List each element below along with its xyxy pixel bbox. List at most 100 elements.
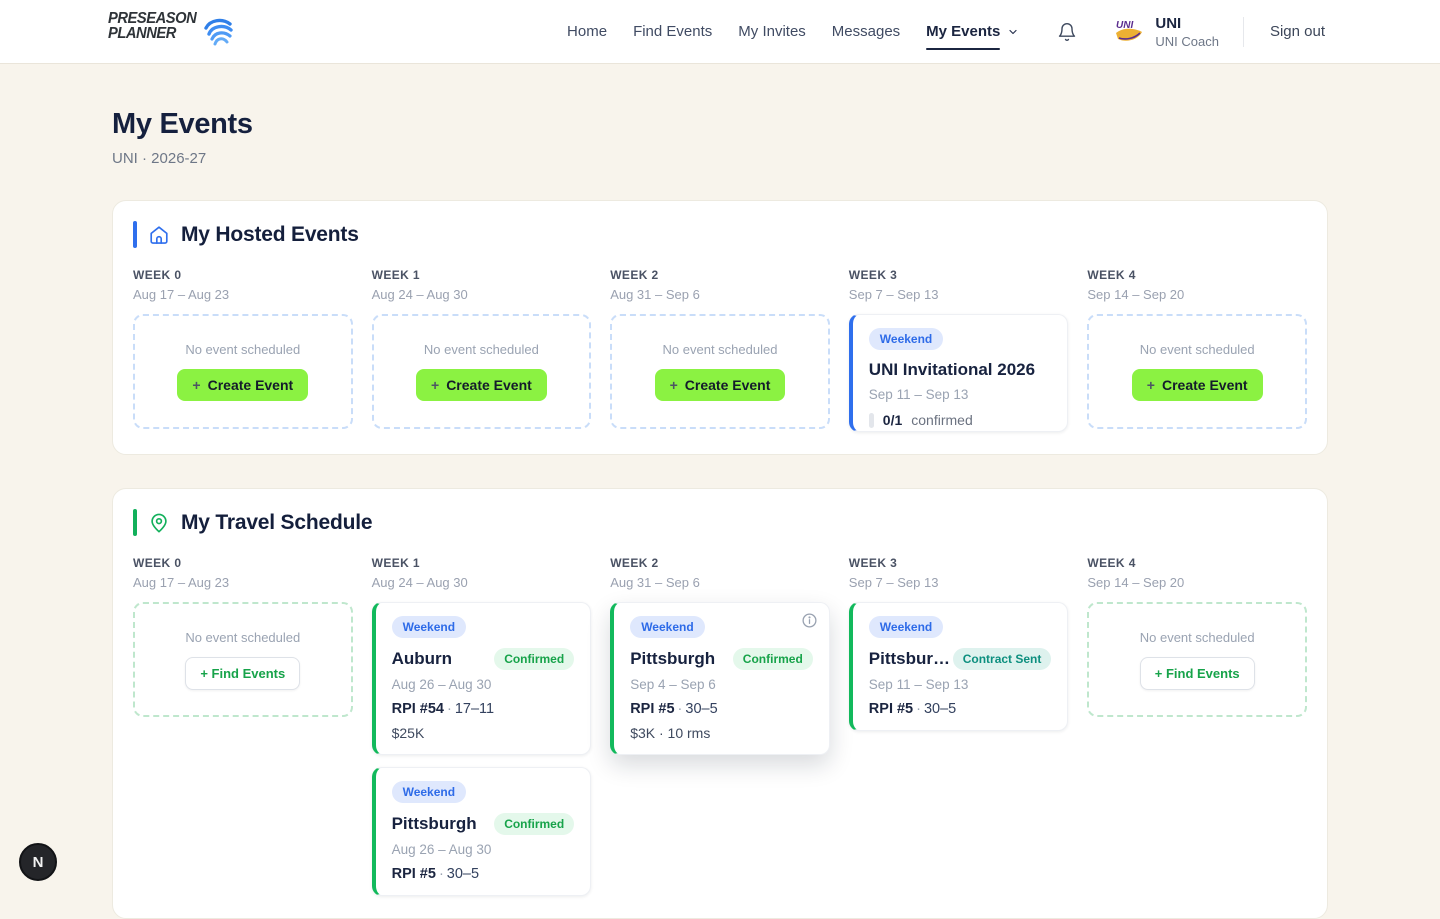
floating-n-widget-button[interactable]: N bbox=[19, 843, 57, 881]
create-event-button[interactable]: + Create Event bbox=[1131, 369, 1263, 401]
brand-logo[interactable]: PRESEASON PLANNER bbox=[108, 10, 234, 52]
empty-slot: No event scheduled + Create Event bbox=[1087, 314, 1307, 429]
brand-line2: PLANNER bbox=[108, 25, 176, 43]
week-label: WEEK 0 bbox=[133, 556, 182, 570]
plus-icon: + bbox=[669, 377, 678, 393]
rpi-rank: RPI #5 bbox=[868, 701, 914, 717]
plus-icon: + bbox=[192, 377, 201, 393]
brand-line1: PRESEASON bbox=[108, 10, 197, 27]
user-meta: UNI UNI Coach bbox=[1155, 15, 1219, 49]
travel-event-card-auburn[interactable]: Weekend Auburn Confirmed Aug 26 – Aug 30… bbox=[371, 602, 592, 755]
hosted-week-2: WEEK 2 Aug 31 – Sep 6 No event scheduled… bbox=[610, 268, 830, 432]
hosted-weeks-grid: WEEK 0 Aug 17 – Aug 23 No event schedule… bbox=[133, 268, 1307, 432]
create-event-button[interactable]: + Create Event bbox=[177, 369, 309, 401]
week-dates: Aug 31 – Sep 6 bbox=[610, 287, 700, 302]
event-stats: RPI #5 · 30–5 bbox=[869, 701, 1052, 717]
event-stats: RPI #5 · 30–5 bbox=[392, 866, 575, 882]
travel-week-0: WEEK 0 Aug 17 – Aug 23 No event schedule… bbox=[133, 556, 353, 896]
status-badge: Confirmed bbox=[732, 648, 813, 670]
team-record: 30–5 bbox=[923, 701, 957, 717]
find-events-button[interactable]: + Find Events bbox=[1139, 656, 1255, 690]
confirmation-progress: 0/1 confirmed bbox=[868, 412, 1052, 428]
main-content: My Events UNI · 2026-27 My Hosted Events… bbox=[0, 64, 1440, 919]
hosted-event-card[interactable]: Weekend UNI Invitational 2026 Sep 11 – S… bbox=[848, 314, 1069, 432]
notifications-button[interactable] bbox=[1057, 22, 1077, 42]
user-name: UNI bbox=[1155, 14, 1182, 32]
dot-separator: · bbox=[438, 866, 444, 882]
weekend-badge: Weekend bbox=[391, 781, 467, 803]
week-label: WEEK 3 bbox=[848, 556, 898, 570]
rpi-rank: RPI #5 bbox=[630, 701, 675, 717]
dot-separator: · bbox=[677, 701, 683, 717]
team-record: 17–11 bbox=[454, 701, 495, 717]
travel-section-title: My Travel Schedule bbox=[181, 510, 373, 534]
progress-capsule-icon bbox=[868, 412, 874, 428]
dot-separator: · bbox=[916, 701, 921, 717]
travel-event-card-pittsburgh-w3[interactable]: Weekend Pittsbur… Contract Sent Sep 11 –… bbox=[848, 602, 1069, 731]
nav-menu: Home Find Events My Invites Messages My … bbox=[567, 23, 1019, 50]
plus-icon: + bbox=[1146, 377, 1155, 393]
week-dates: Aug 17 – Aug 23 bbox=[133, 575, 230, 590]
week-dates: Aug 24 – Aug 30 bbox=[371, 287, 468, 302]
empty-text: No event scheduled bbox=[185, 629, 301, 645]
dot-separator: · bbox=[447, 701, 452, 717]
week-label: WEEK 1 bbox=[371, 556, 421, 570]
nav-item-messages[interactable]: Messages bbox=[831, 23, 901, 40]
hosted-week-3: WEEK 3 Sep 7 – Sep 13 Weekend UNI Invita… bbox=[848, 268, 1069, 432]
event-dates: Sep 4 – Sep 6 bbox=[630, 677, 716, 692]
status-badge: Contract Sent bbox=[952, 648, 1052, 670]
travel-event-card-pittsburgh-w2[interactable]: Weekend Pittsburgh Confirmed Sep 4 – Sep… bbox=[610, 602, 830, 755]
green-accent-bar bbox=[133, 509, 137, 536]
week-label: WEEK 3 bbox=[848, 268, 898, 282]
week-dates: Sep 14 – Sep 20 bbox=[1087, 287, 1185, 302]
status-badge: Confirmed bbox=[494, 813, 575, 835]
chevron-down-icon bbox=[1007, 26, 1019, 38]
hosted-week-4: WEEK 4 Sep 14 – Sep 20 No event schedule… bbox=[1087, 268, 1307, 432]
event-dates: Sep 11 – Sep 13 bbox=[868, 677, 969, 692]
team-record: 30–5 bbox=[446, 866, 480, 882]
user-role: UNI Coach bbox=[1155, 33, 1219, 49]
create-event-button[interactable]: + Create Event bbox=[654, 369, 786, 401]
nav-item-home[interactable]: Home bbox=[567, 23, 608, 40]
nav-item-find-events[interactable]: Find Events bbox=[633, 23, 713, 40]
empty-slot: No event scheduled + Create Event bbox=[371, 314, 592, 429]
travel-event-card-pittsburgh-w1[interactable]: Weekend Pittsburgh Confirmed Aug 26 – Au… bbox=[371, 767, 592, 896]
create-event-button[interactable]: + Create Event bbox=[416, 369, 547, 401]
status-badge: Confirmed bbox=[494, 648, 575, 670]
week-label: WEEK 2 bbox=[610, 268, 659, 282]
rpi-rank: RPI #54 bbox=[391, 701, 444, 717]
event-title: Pittsbur… bbox=[868, 649, 951, 668]
page-title: My Events bbox=[112, 108, 253, 140]
week-dates: Sep 14 – Sep 20 bbox=[1087, 575, 1185, 590]
rpi-rank: RPI #5 bbox=[391, 866, 436, 882]
nav-item-my-invites[interactable]: My Invites bbox=[738, 23, 806, 40]
empty-text: No event scheduled bbox=[662, 342, 778, 357]
info-icon[interactable] bbox=[801, 612, 818, 629]
team-record: 30–5 bbox=[685, 701, 718, 717]
weekend-badge: Weekend bbox=[868, 328, 944, 350]
sign-out-button[interactable]: Sign out bbox=[1269, 23, 1325, 40]
bell-icon bbox=[1057, 22, 1077, 42]
find-events-button[interactable]: + Find Events bbox=[185, 656, 301, 690]
week-dates: Sep 7 – Sep 13 bbox=[848, 575, 939, 590]
travel-week-2: WEEK 2 Aug 31 – Sep 6 Weekend bbox=[610, 556, 830, 896]
week-label: WEEK 2 bbox=[610, 556, 659, 570]
empty-text: No event scheduled bbox=[1139, 342, 1255, 357]
svg-text:UNI: UNI bbox=[1116, 20, 1133, 31]
week-label: WEEK 0 bbox=[133, 268, 182, 282]
weekend-badge: Weekend bbox=[391, 616, 467, 638]
event-stats: RPI #54 · 17–11 bbox=[392, 701, 575, 717]
travel-section-header: My Travel Schedule bbox=[133, 509, 1307, 536]
user-menu[interactable]: UNI UNI UNI Coach bbox=[1113, 15, 1219, 49]
event-title: Pittsburgh bbox=[630, 649, 716, 668]
hosted-week-0: WEEK 0 Aug 17 – Aug 23 No event schedule… bbox=[133, 268, 353, 432]
empty-text: No event scheduled bbox=[185, 342, 301, 357]
event-dates: Aug 26 – Aug 30 bbox=[391, 842, 492, 857]
week-dates: Sep 7 – Sep 13 bbox=[848, 287, 939, 302]
top-navigation: PRESEASON PLANNER Home Find Events My In… bbox=[0, 0, 1440, 64]
event-dates: Aug 26 – Aug 30 bbox=[391, 677, 492, 692]
empty-slot: No event scheduled + Create Event bbox=[133, 314, 353, 429]
nav-item-my-events[interactable]: My Events bbox=[926, 23, 1019, 50]
hosted-section-header: My Hosted Events bbox=[133, 221, 1307, 248]
hosted-week-1: WEEK 1 Aug 24 – Aug 30 No event schedule… bbox=[371, 268, 592, 432]
